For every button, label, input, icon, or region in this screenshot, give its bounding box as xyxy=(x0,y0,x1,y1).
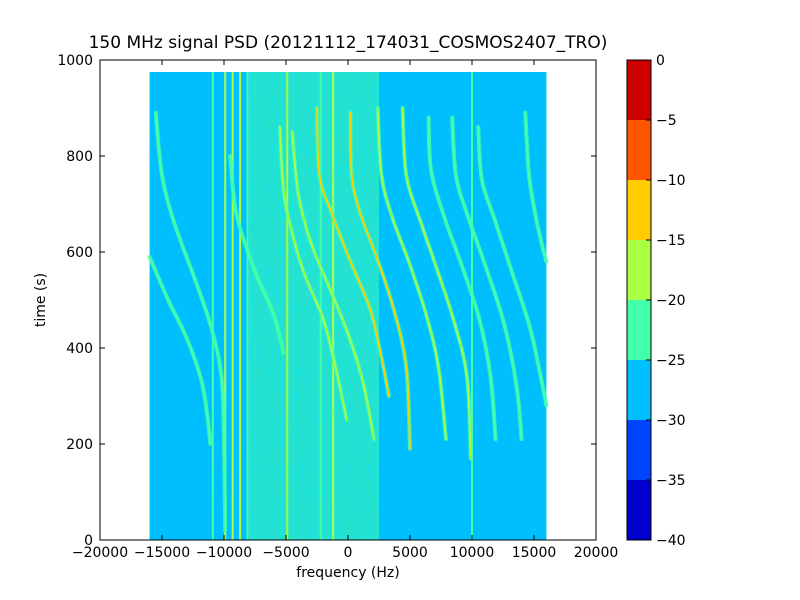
y-axis: 0 200 400 600 800 1000 xyxy=(57,53,596,549)
colorbar-segment xyxy=(627,60,651,120)
colorbar-tick-label: −25 xyxy=(656,353,686,369)
colorbar-segment xyxy=(627,240,651,300)
doppler-trace-9 xyxy=(427,116,497,441)
plot-area xyxy=(99,59,597,541)
x-tick-label: 10000 xyxy=(450,545,495,561)
doppler-trace-5 xyxy=(316,107,390,397)
colorbar: −40 −35 −30 −25 −20 −15 −10 −5 0 xyxy=(626,53,686,549)
y-tick-label: 800 xyxy=(66,149,93,165)
x-tick-label: −20000 xyxy=(72,545,128,561)
doppler-trace-8 xyxy=(401,107,472,460)
chart-title: 150 MHz signal PSD (20121112_174031_COSM… xyxy=(89,33,608,53)
doppler-trace-7 xyxy=(376,107,447,441)
colorbar-segment xyxy=(627,120,651,180)
colorbar-tick-label: −20 xyxy=(656,293,686,309)
y-tick-label: 1000 xyxy=(57,53,93,69)
colorbar-tick-label: −10 xyxy=(656,173,686,189)
colorbar-segment xyxy=(627,420,651,480)
doppler-trace-12 xyxy=(524,111,548,263)
colorbar-tick-label: −15 xyxy=(656,233,686,249)
x-axis: −20000 −15000 −10000 −5000 0 5000 10000 15000 20… xyxy=(72,60,618,561)
doppler-trace-1 xyxy=(154,111,227,532)
colorbar-tick-label: 0 xyxy=(656,53,665,69)
x-axis-label: frequency (Hz) xyxy=(296,565,399,581)
y-tick-label: 200 xyxy=(66,437,93,453)
y-tick-label: 0 xyxy=(84,533,93,549)
y-tick-label: 400 xyxy=(66,341,93,357)
colorbar-tick-label: −30 xyxy=(656,413,686,429)
x-tick-label: 15000 xyxy=(512,545,557,561)
colorbar-tick-label: −40 xyxy=(656,533,686,549)
x-tick-label: −15000 xyxy=(134,545,190,561)
doppler-trace-10 xyxy=(451,116,523,441)
x-tick-label: 5000 xyxy=(392,545,428,561)
doppler-trace-0 xyxy=(148,255,212,445)
y-tick-label: 600 xyxy=(66,245,93,261)
doppler-trace-4 xyxy=(291,131,375,441)
doppler-trace-2 xyxy=(229,155,285,354)
x-tick-label: 20000 xyxy=(574,545,619,561)
x-tick-label: −10000 xyxy=(196,545,252,561)
doppler-trace-6 xyxy=(349,111,411,450)
doppler-trace-11 xyxy=(477,126,548,407)
x-tick-label: −5000 xyxy=(262,545,309,561)
colorbar-segment xyxy=(627,480,651,540)
y-axis-label: time (s) xyxy=(33,273,49,327)
colorbar-segment xyxy=(627,300,651,360)
doppler-trace-3 xyxy=(278,126,348,421)
colorbar-tick-label: −35 xyxy=(656,473,686,489)
colorbar-segment xyxy=(627,180,651,240)
spectrogram-image xyxy=(147,72,549,540)
x-tick-label: 0 xyxy=(344,545,353,561)
colorbar-tick-label: −5 xyxy=(656,113,677,129)
colorbar-segment xyxy=(627,360,651,420)
